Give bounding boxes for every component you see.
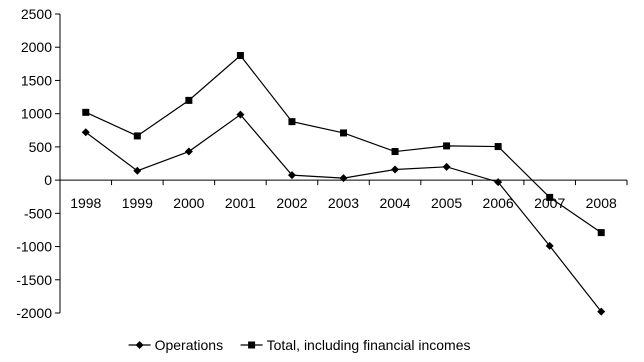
labels-layer: 2500 2000 1500 1000 500 0 -500 -1000 -1500 -2000 1… <box>16 6 617 321</box>
x-tick-label: 2002 <box>276 195 307 211</box>
data-point-square <box>236 52 244 60</box>
data-point-square <box>546 193 554 201</box>
x-tick-label: 2007 <box>534 195 565 211</box>
y-tick-label: 2500 <box>21 6 52 22</box>
data-point-square <box>340 129 347 137</box>
data-point-square <box>82 108 90 116</box>
data-point-diamond <box>545 241 554 250</box>
y-tick-label: 1000 <box>21 106 52 122</box>
series-line-1 <box>85 113 602 313</box>
x-tick-label: 1998 <box>70 195 101 211</box>
axes-layer <box>55 13 628 314</box>
data-point-diamond <box>135 341 144 349</box>
data-point-square <box>288 118 296 126</box>
y-tick-label: -1500 <box>16 272 52 288</box>
legend-item: Total, including financial incomes <box>240 337 471 353</box>
x-tick-label: 2008 <box>586 195 617 211</box>
data-point-diamond <box>597 307 606 316</box>
legend: Operations Total, including financial inc… <box>128 337 471 353</box>
y-tick-label: 2000 <box>21 39 52 55</box>
data-point-diamond <box>339 174 348 183</box>
x-tick-label: 2003 <box>328 195 359 211</box>
data-point-square <box>133 132 141 140</box>
series-layer <box>81 52 606 316</box>
data-point-diamond <box>391 165 400 174</box>
y-tick-label: 500 <box>29 139 53 155</box>
x-tick-label: 2004 <box>379 195 410 211</box>
x-tick-label: 1999 <box>122 195 153 211</box>
y-tick-label: -500 <box>24 205 52 221</box>
data-point-diamond <box>133 166 142 175</box>
x-tick-label: 2006 <box>483 195 514 211</box>
data-point-diamond <box>184 147 193 156</box>
legend-item: Operations <box>128 337 223 353</box>
data-point-diamond <box>287 171 296 180</box>
y-tick-label: 1500 <box>21 72 52 88</box>
legend-label: Total, including financial incomes <box>267 337 471 353</box>
x-tick-label: 2005 <box>431 195 462 211</box>
x-tick-label: 2001 <box>225 195 256 211</box>
data-point-diamond <box>494 178 503 187</box>
y-tick-label: -2000 <box>16 305 52 321</box>
data-point-diamond <box>442 162 451 171</box>
data-point-square <box>185 96 193 104</box>
y-tick-label: 0 <box>44 172 52 188</box>
y-tick-label: -1000 <box>16 239 52 255</box>
data-point-diamond <box>81 128 90 137</box>
data-point-square <box>597 229 605 237</box>
data-point-square <box>494 143 502 151</box>
data-point-diamond <box>236 110 245 119</box>
data-point-square <box>443 142 451 150</box>
data-point-square <box>391 148 399 156</box>
data-point-square <box>248 341 256 349</box>
legend-label: Operations <box>155 337 223 353</box>
x-tick-label: 2000 <box>173 195 204 211</box>
